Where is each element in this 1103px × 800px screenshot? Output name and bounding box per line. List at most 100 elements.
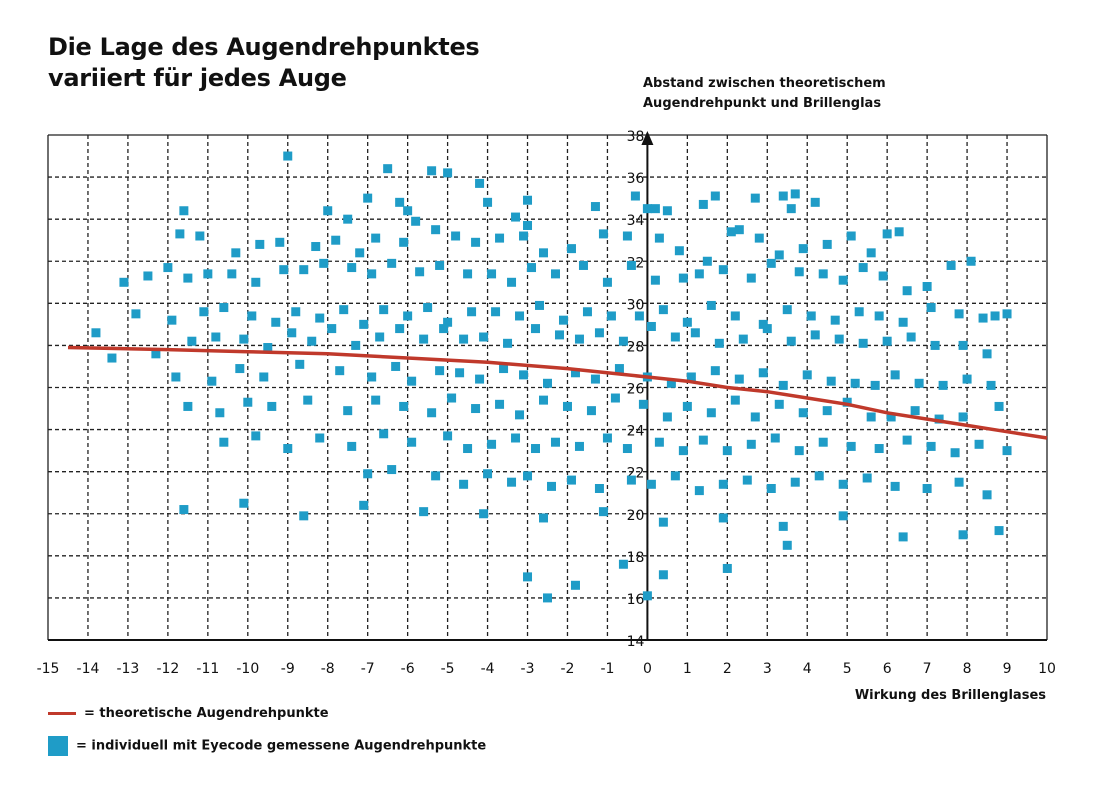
scatter-point	[758, 368, 768, 378]
scatter-point	[219, 437, 229, 447]
scatter-point	[886, 412, 896, 422]
title-line-1: Die Lage des Augendrehpunktes	[48, 33, 480, 61]
scatter-point	[271, 317, 281, 327]
chart-title: Die Lage des Augendrehpunktes variiert f…	[48, 32, 480, 94]
scatter-point	[586, 406, 596, 416]
scatter-point	[590, 374, 600, 384]
scatter-point	[383, 164, 393, 174]
scatter-point	[215, 408, 225, 418]
title-line-2: variiert für jedes Auge	[48, 64, 347, 92]
scatter-point	[263, 343, 273, 353]
scatter-point	[299, 511, 309, 521]
scatter-point	[610, 393, 620, 403]
scatter-point	[487, 269, 497, 279]
scatter-point	[531, 444, 541, 454]
scatter-point	[171, 372, 181, 382]
scatter-point	[554, 330, 564, 340]
x-tick-label: 7	[923, 661, 932, 677]
scatter-point	[754, 233, 764, 243]
scatter-point	[303, 395, 313, 405]
scatter-point	[363, 193, 373, 203]
scatter-point	[1002, 446, 1012, 456]
scatter-point	[954, 309, 964, 319]
scatter-point	[642, 591, 652, 601]
scatter-point	[766, 484, 776, 493]
scatter-point	[387, 258, 397, 268]
scatter-point	[674, 246, 684, 256]
scatter-point	[511, 212, 521, 222]
scatter-point	[822, 406, 832, 416]
scatter-point	[495, 233, 505, 243]
scatter-point	[239, 334, 249, 344]
scatter-point	[187, 336, 197, 346]
scatter-point	[670, 332, 680, 342]
scatter-point	[379, 305, 389, 315]
y-tick-label: 26	[627, 382, 645, 398]
scatter-point	[926, 303, 936, 313]
x-tick-label: 2	[723, 661, 732, 677]
x-tick-label: -14	[77, 661, 100, 677]
scatter-point	[291, 307, 301, 317]
scatter-point	[618, 559, 628, 569]
scatter-point	[391, 361, 401, 371]
legend-points-label: = individuell mit Eyecode gemessene Auge…	[76, 738, 487, 754]
scatter-point	[570, 580, 580, 590]
legend-item-points: = individuell mit Eyecode gemessene Auge…	[48, 736, 486, 756]
scatter-point	[363, 469, 373, 479]
scatter-point	[594, 328, 604, 338]
scatter-point	[423, 303, 433, 313]
scatter-point	[602, 277, 612, 287]
scatter-point	[550, 437, 560, 447]
scatter-point	[646, 479, 656, 489]
scatter-point	[722, 446, 732, 456]
scatter-point	[694, 486, 704, 496]
scatter-point	[267, 401, 277, 411]
scatter-point	[315, 433, 325, 443]
scatter-point	[782, 305, 792, 315]
scatter-point	[658, 305, 668, 315]
scatter-point	[850, 378, 860, 388]
x-axis-label: Wirkung des Brillenglases	[854, 688, 1046, 703]
scatter-point	[515, 410, 525, 420]
scatter-point	[746, 273, 756, 283]
scatter-point	[451, 231, 461, 241]
scatter-point	[738, 334, 748, 344]
scatter-point	[578, 260, 588, 270]
y-tick-label: 14	[627, 634, 645, 650]
scatter-point	[203, 269, 213, 279]
scatter-point	[598, 229, 608, 239]
scatter-point	[379, 429, 389, 439]
scatter-point	[830, 315, 840, 325]
scatter-point	[882, 336, 892, 346]
x-tick-label: -2	[560, 661, 574, 677]
scatter-point	[598, 507, 608, 517]
x-tick-label: -10	[236, 661, 259, 677]
scatter-point	[822, 239, 832, 249]
scatter-point	[283, 444, 293, 454]
scatter-point	[443, 168, 453, 178]
scatter-point	[546, 481, 556, 491]
scatter-point	[455, 368, 465, 378]
scatter-point	[666, 378, 676, 388]
scatter-point	[435, 260, 445, 270]
scatter-point	[658, 517, 668, 527]
scatter-point	[231, 248, 241, 258]
x-tick-label: -4	[481, 661, 495, 677]
scatter-point	[826, 376, 836, 386]
scatter-point	[431, 471, 441, 481]
scatter-point	[810, 197, 820, 207]
y-tick-label: 36	[627, 171, 645, 187]
scatter-point	[914, 378, 924, 388]
scatter-point	[966, 256, 976, 266]
scatter-point	[854, 307, 864, 317]
scatter-point	[846, 441, 856, 451]
scatter-point	[982, 490, 992, 500]
x-tick-label: 3	[763, 661, 772, 677]
scatter-point	[698, 199, 708, 209]
scatter-point	[678, 446, 688, 456]
scatter-point	[523, 471, 533, 481]
x-tick-label: 5	[843, 661, 852, 677]
x-tick-label: -8	[321, 661, 335, 677]
scatter-point	[143, 271, 153, 281]
scatter-point	[570, 368, 580, 378]
